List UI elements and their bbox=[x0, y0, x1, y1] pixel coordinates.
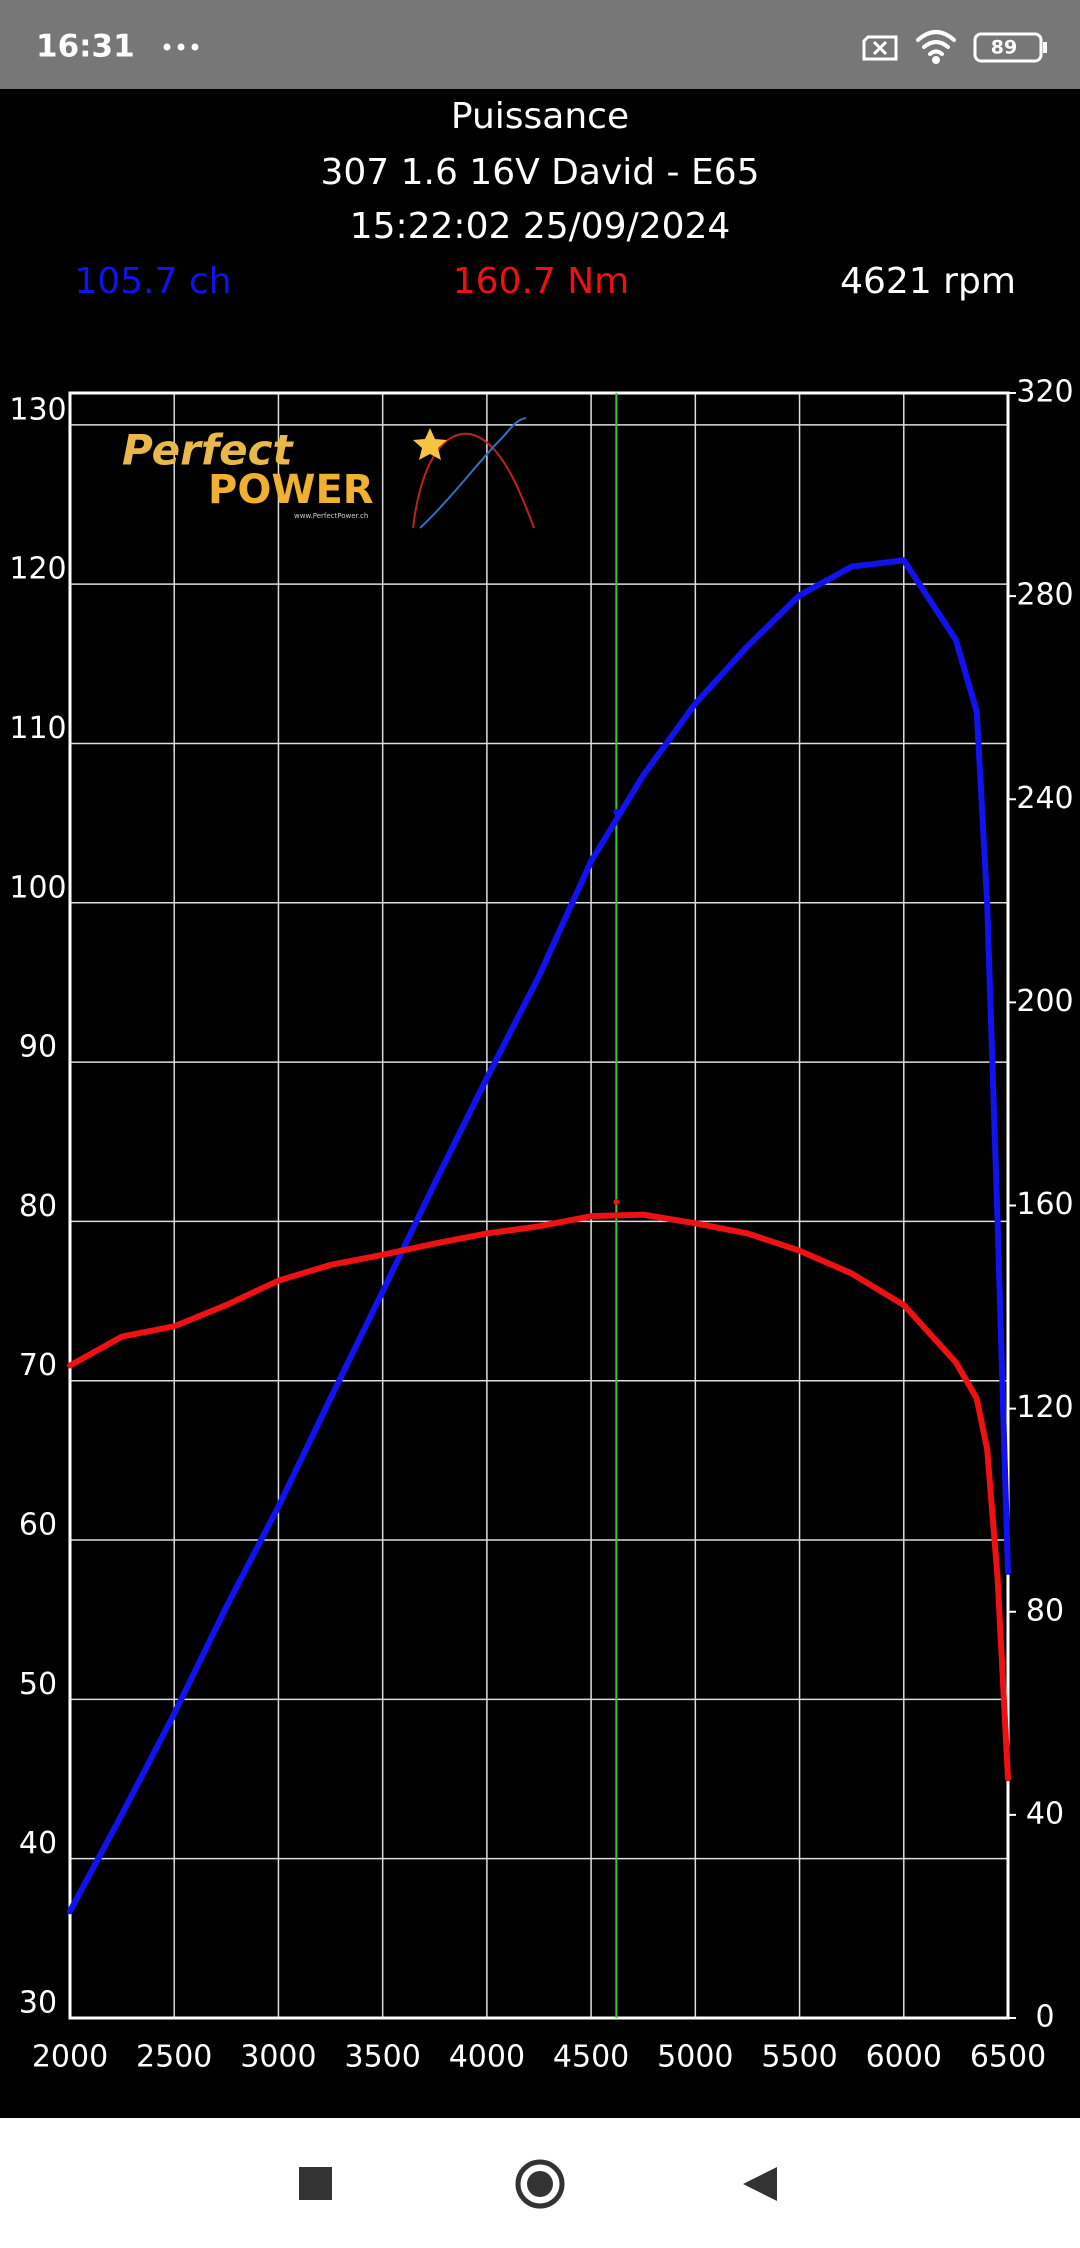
y2-tick-label: 120 bbox=[1016, 1390, 1073, 1425]
back-button[interactable] bbox=[743, 2167, 777, 2201]
sim-icon bbox=[862, 35, 898, 61]
logo-star bbox=[413, 428, 447, 460]
clock: 16:31 bbox=[36, 29, 135, 65]
y2-tick-label: 160 bbox=[1016, 1187, 1073, 1222]
y-tick-label: 110 bbox=[9, 711, 66, 746]
logo-url: www.PerfectPower.ch bbox=[294, 512, 368, 520]
x-tick-label: 3000 bbox=[240, 2040, 316, 2075]
y-tick-label: 70 bbox=[19, 1348, 57, 1383]
x-tick-label: 6500 bbox=[970, 2040, 1046, 2075]
more-icon bbox=[163, 43, 199, 51]
y-tick-label: 30 bbox=[19, 1986, 57, 2021]
y-tick-label: 90 bbox=[19, 1030, 57, 1065]
battery-icon: 89 bbox=[973, 32, 1047, 63]
logo-text: POWER bbox=[208, 467, 374, 513]
series-line bbox=[67, 557, 1011, 1915]
series-line bbox=[67, 1211, 1011, 1782]
chart-subtitle: 307 1.6 16V David - E65 bbox=[320, 152, 759, 193]
plot: 30 40 50 60 70 80 90 100 110 120 130 0 40 80 120 160 200… bbox=[9, 375, 1073, 2075]
y-tick-label: 40 bbox=[19, 1826, 57, 1861]
y2-tick-label: 80 bbox=[1026, 1593, 1064, 1628]
x-tick-label: 4500 bbox=[553, 2040, 629, 2075]
battery-level: 89 bbox=[991, 37, 1017, 59]
y-tick-label: 50 bbox=[19, 1667, 57, 1702]
logo: Perfect POWER www.PerfectPower.ch bbox=[122, 417, 535, 529]
y-tick-label: 130 bbox=[9, 392, 66, 427]
logo-curve bbox=[419, 417, 527, 529]
chart-title: Puissance bbox=[451, 96, 629, 137]
cursor-point bbox=[613, 808, 620, 815]
y2-tick-label: 0 bbox=[1035, 2000, 1054, 2035]
torque-readout: 160.7 Nm bbox=[453, 261, 630, 302]
y2-tick-label: 240 bbox=[1016, 781, 1073, 816]
x-tick-label: 3500 bbox=[344, 2040, 420, 2075]
y2-tick-label: 320 bbox=[1016, 375, 1073, 410]
y2-tick-label: 200 bbox=[1016, 984, 1073, 1019]
rpm-readout: 4621 rpm bbox=[840, 261, 1016, 302]
y-tick-label: 120 bbox=[9, 552, 66, 587]
home-button[interactable] bbox=[515, 2159, 565, 2209]
x-tick-label: 4000 bbox=[449, 2040, 525, 2075]
y-tick-label: 60 bbox=[19, 1508, 57, 1543]
y-tick-label: 80 bbox=[19, 1189, 57, 1224]
x-tick-label: 6000 bbox=[866, 2040, 942, 2075]
chart-date: 15:22:02 25/09/2024 bbox=[350, 206, 731, 247]
wifi-icon bbox=[916, 30, 956, 64]
power-readout: 105.7 ch bbox=[74, 261, 231, 302]
x-tick-label: 2500 bbox=[136, 2040, 212, 2075]
x-tick-label: 5000 bbox=[657, 2040, 733, 2075]
y2-tick-label: 40 bbox=[1026, 1796, 1064, 1831]
x-tick-label: 2000 bbox=[32, 2040, 108, 2075]
x-tick-label: 5500 bbox=[761, 2040, 837, 2075]
y-tick-label: 100 bbox=[9, 870, 66, 905]
recents-button[interactable] bbox=[299, 2167, 332, 2200]
cursor-point bbox=[613, 1198, 620, 1205]
plot-border bbox=[68, 391, 1010, 2020]
status-bar bbox=[0, 0, 1080, 89]
plot-area bbox=[70, 393, 1008, 2018]
logo-text: Perfect bbox=[122, 426, 295, 475]
y2-tick-label: 280 bbox=[1016, 578, 1073, 613]
logo-curve bbox=[412, 432, 535, 529]
